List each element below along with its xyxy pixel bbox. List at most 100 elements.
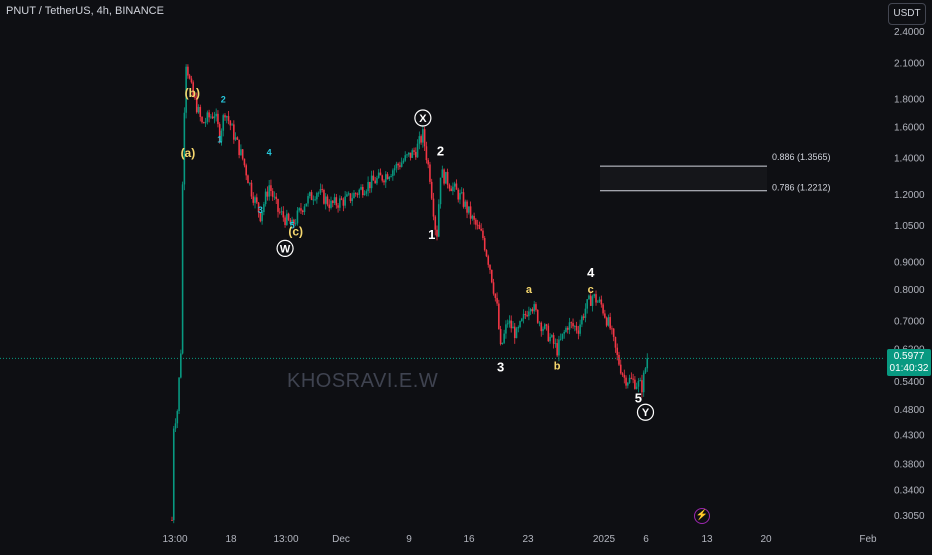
candle-body (218, 124, 221, 142)
candle-body (600, 299, 603, 305)
candle-body (337, 205, 339, 208)
candle-body (185, 66, 187, 113)
candle-body (208, 112, 210, 118)
candle-body (307, 196, 309, 204)
candle-body (621, 373, 624, 375)
lightning-icon[interactable]: ⚡ (694, 508, 710, 524)
candle-body (450, 188, 452, 192)
candle-body (270, 185, 272, 191)
time-tick-label: 6 (643, 534, 649, 545)
candle-body (176, 411, 179, 424)
candle-body (489, 264, 491, 270)
symbol-title[interactable]: PNUT / TetherUS, 4h, BINANCE (6, 5, 164, 17)
candle-body (475, 219, 477, 225)
candle-body (351, 198, 354, 202)
candle-body (370, 175, 373, 189)
candle-body (174, 423, 177, 429)
candle-body (362, 187, 364, 196)
candle-body (443, 169, 445, 184)
candle-body (268, 185, 270, 197)
candle-body (381, 175, 384, 181)
candle-body (236, 137, 239, 140)
wave-circle (414, 109, 432, 127)
candle-body (627, 382, 629, 386)
candle-body (614, 336, 617, 348)
candle-body (259, 212, 262, 222)
candle-body (393, 168, 396, 171)
candle-body (238, 139, 240, 156)
candle-body (522, 313, 525, 319)
candle-body (459, 192, 461, 200)
candle-body (284, 217, 286, 225)
candle-body (310, 192, 313, 200)
candle-body (194, 96, 196, 98)
candle-body (342, 199, 345, 206)
candle-body (492, 282, 495, 294)
candle-body (422, 129, 424, 143)
candle-body (273, 196, 276, 198)
candle-body (607, 317, 610, 326)
candle-body (234, 137, 237, 140)
candle-body (545, 324, 548, 326)
wave-label: 3 (497, 360, 504, 375)
candle-body (386, 174, 389, 180)
candle-body (513, 326, 516, 339)
wave-label: 3 (258, 205, 263, 215)
price-tick-label: 1.6000 (894, 122, 925, 133)
candle-body (418, 136, 421, 144)
candle-body (581, 316, 583, 325)
candle-body (577, 330, 580, 334)
candle-body (542, 328, 544, 332)
candle-body (476, 224, 479, 226)
fib-level-label: 0.886 (1.3565) (772, 152, 831, 162)
candle-body (568, 322, 571, 330)
candle-body (487, 256, 490, 265)
candle-body (365, 191, 368, 194)
candle-body (425, 146, 428, 161)
candle-body (536, 309, 539, 323)
candle-body (241, 149, 244, 159)
candle-body (482, 230, 484, 239)
candle-body (399, 165, 401, 167)
time-tick-label: 13 (701, 534, 713, 545)
candle-body (171, 520, 173, 521)
candle-body (339, 198, 341, 208)
candle-body (278, 211, 281, 213)
price-tick-label: 0.3400 (894, 486, 925, 497)
candle-body (591, 296, 594, 306)
candle-body (286, 213, 288, 225)
candle-body (333, 197, 336, 204)
candle-body (289, 219, 292, 224)
price-scale: 2.4000 2.1000 1.8000 1.6000 1.4000 1.2000 1.05… (884, 27, 932, 550)
last-price-value: 0.5977 (893, 351, 925, 362)
candle-body (323, 189, 325, 204)
candle-body (227, 116, 230, 121)
candle-body (452, 186, 454, 192)
candle-body (427, 160, 429, 165)
candle-body (400, 162, 403, 167)
candle-body (478, 225, 481, 229)
candle-body (287, 213, 290, 220)
candle-body (588, 295, 590, 300)
time-tick-label: 2025 (593, 534, 616, 545)
candle-body (224, 115, 226, 118)
candle-body (326, 196, 329, 205)
candle-body (521, 318, 523, 322)
candle-body (275, 196, 278, 200)
candle-body (547, 325, 550, 342)
candle-body (409, 152, 412, 158)
candle-body (293, 219, 295, 225)
candle-body (593, 294, 596, 297)
candle-body (294, 223, 297, 225)
candle-body (529, 309, 532, 312)
price-tick-label: 0.5400 (894, 377, 925, 388)
candle-body (604, 313, 606, 318)
candle-body (330, 200, 332, 208)
candle-body (641, 380, 643, 393)
candle-body (172, 428, 175, 521)
currency-button[interactable]: USDT (888, 3, 926, 25)
candle-body (407, 152, 410, 155)
candle-body (317, 192, 320, 194)
